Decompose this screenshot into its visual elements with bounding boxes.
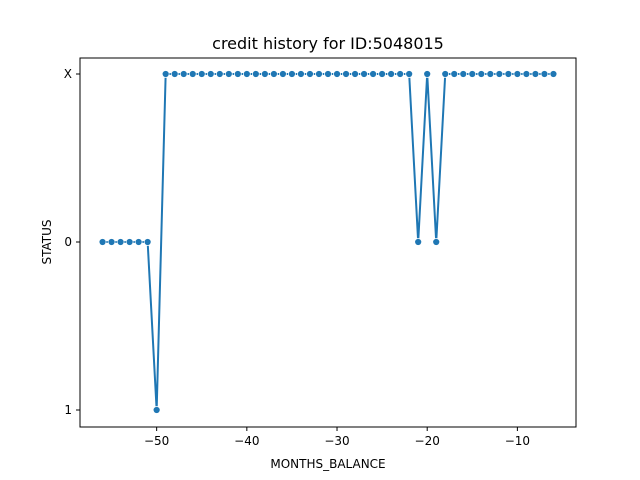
plot-area (98, 70, 558, 414)
data-point (351, 70, 359, 78)
data-point (513, 70, 522, 78)
x-tick-label: −40 (234, 434, 259, 448)
data-point (306, 70, 314, 78)
x-tick-label: −30 (324, 434, 349, 448)
data-point (405, 70, 414, 78)
data-point (279, 70, 287, 78)
x-tick-label: −10 (505, 434, 530, 448)
data-point (369, 70, 377, 78)
data-point (531, 70, 540, 78)
data-point (495, 70, 504, 78)
chart-title: credit history for ID:5048015 (212, 34, 444, 53)
data-point (125, 238, 134, 246)
data-point (477, 70, 486, 78)
data-point (342, 70, 350, 78)
data-point (549, 70, 558, 78)
data-point (206, 70, 215, 78)
data-point (288, 70, 296, 78)
y-tick-label: X (64, 67, 72, 81)
data-point (143, 238, 152, 246)
data-point (450, 70, 459, 78)
data-point (522, 70, 531, 78)
data-point (459, 70, 468, 78)
data-point (161, 70, 170, 78)
data-point (233, 70, 242, 78)
data-point (134, 238, 143, 246)
data-point (170, 70, 179, 78)
data-point (396, 70, 405, 78)
data-point (179, 70, 188, 78)
data-point (242, 70, 251, 78)
x-tick-label: −20 (415, 434, 440, 448)
data-point (269, 70, 278, 78)
data-point (315, 70, 323, 78)
data-point (116, 238, 125, 246)
data-point (468, 70, 477, 78)
y-axis: X 0 1 (64, 67, 80, 417)
data-point (152, 406, 161, 414)
data-point (188, 70, 197, 78)
y-axis-label: STATUS (40, 219, 54, 264)
data-point (324, 70, 332, 78)
data-point (387, 70, 396, 78)
data-point (441, 70, 450, 78)
data-point (360, 70, 368, 78)
data-point (432, 238, 441, 246)
data-point (107, 238, 116, 246)
x-tick-label: −50 (144, 434, 169, 448)
data-point (197, 70, 206, 78)
data-point (414, 238, 423, 246)
data-point (540, 70, 549, 78)
x-axis: −50 −40 −30 −20 −10 (144, 427, 530, 448)
data-point (504, 70, 513, 78)
y-tick-label: 1 (64, 403, 72, 417)
y-tick-label: 0 (64, 235, 72, 249)
data-point (423, 70, 432, 78)
data-point (260, 70, 269, 78)
data-point (224, 70, 233, 78)
data-point (98, 238, 107, 246)
data-point (486, 70, 495, 78)
data-point (378, 70, 387, 78)
series-line (102, 73, 554, 411)
x-axis-label: MONTHS_BALANCE (270, 457, 385, 471)
data-point (215, 70, 224, 78)
data-point (297, 70, 305, 78)
data-point (333, 70, 341, 78)
data-point (251, 70, 260, 78)
